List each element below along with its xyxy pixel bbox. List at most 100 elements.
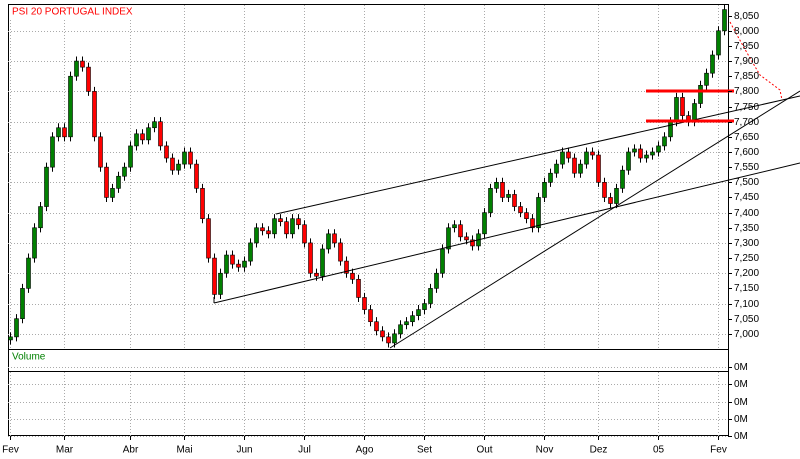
x-tick-label: Nov [536, 445, 554, 456]
y-tick-label: 7,700 [734, 117, 759, 128]
candle-body [566, 151, 571, 159]
candle-body [512, 194, 517, 207]
candle-body [290, 218, 295, 235]
candle-body [326, 233, 331, 250]
volume-label: Volume [12, 352, 46, 363]
candle-body [332, 233, 337, 244]
annotation-arrow [729, 21, 783, 101]
candle-body [452, 224, 457, 229]
y-tick-label: 7,850 [734, 71, 759, 82]
candle-body [560, 151, 565, 165]
y-tick-label: 7,350 [734, 223, 759, 234]
candle-body [50, 136, 55, 168]
candle-body [146, 127, 151, 141]
candle-body [20, 288, 25, 319]
candle-body [644, 154, 649, 159]
candle-body [626, 151, 631, 171]
candle-body [212, 257, 217, 295]
candle-body [308, 242, 313, 274]
y-tick-label: 8,050 [734, 11, 759, 22]
x-tick-label: Out [476, 445, 492, 456]
candle-body [278, 218, 283, 223]
candle-body [608, 197, 613, 204]
candle-body [674, 97, 679, 122]
candle-body [128, 145, 133, 168]
candle-body [122, 166, 127, 177]
candle-body [224, 254, 229, 274]
x-tick-label: Fev [710, 445, 727, 456]
candle-body [170, 157, 175, 171]
candle-body [470, 239, 475, 247]
candle-body [572, 157, 577, 174]
candle-body [26, 257, 31, 289]
candle-body [248, 242, 253, 262]
candle-body [362, 297, 367, 310]
candle-body [302, 224, 307, 244]
candle-body [410, 315, 415, 323]
candles [8, 5, 727, 348]
chart-title: PSI 20 PORTUGAL INDEX [12, 7, 133, 18]
y-tick-label: 7,550 [734, 162, 759, 173]
candle-body [266, 230, 271, 235]
candle-body [614, 188, 619, 204]
candle-body [62, 127, 67, 138]
trend-lines [213, 90, 800, 349]
candle-body [164, 145, 169, 159]
candle-body [380, 330, 385, 338]
candle-body [104, 166, 109, 198]
candle-body [398, 324, 403, 335]
x-tick-label: Jun [236, 445, 252, 456]
y-tick-label: 7,400 [734, 208, 759, 219]
candle-body [704, 72, 709, 86]
candle-body [530, 218, 535, 229]
candle-body [254, 227, 259, 244]
candle-body [584, 151, 589, 165]
candle-body [44, 166, 49, 207]
x-tick-label: 05 [653, 445, 665, 456]
y-tick-label: 7,500 [734, 177, 759, 188]
candle-body [86, 66, 91, 92]
y-tick-label: 8,000 [734, 26, 759, 37]
candle-body [356, 278, 361, 298]
candle-body [80, 60, 85, 68]
candle-body [110, 188, 115, 198]
candle-body [662, 136, 667, 147]
candle-body [338, 242, 343, 262]
candle-body [632, 148, 637, 153]
candle-body [416, 309, 421, 316]
y-tick-label: 7,600 [734, 147, 759, 158]
candle-body [494, 182, 499, 189]
candle-body [524, 212, 529, 219]
y-tick-label: 7,750 [734, 102, 759, 113]
x-tick-label: Dez [590, 445, 608, 456]
candle-body [638, 148, 643, 159]
y-tick-label: 7,100 [734, 299, 759, 310]
candle-body [182, 151, 187, 165]
grid [8, 5, 728, 437]
x-tick-label: Fev [2, 445, 19, 456]
candle-body [38, 206, 43, 229]
candle-body [14, 318, 19, 338]
y-tick-label: 7,900 [734, 56, 759, 67]
volume-tick-label: 0M [734, 362, 748, 373]
candle-body [32, 227, 37, 259]
candle-body [548, 172, 553, 183]
volume-tick-label: 0M [734, 379, 748, 390]
candle-body [116, 175, 121, 189]
volume-panel [8, 349, 729, 436]
volume-tick-label: 0M [734, 414, 748, 425]
y-tick-label: 7,250 [734, 253, 759, 264]
candle-body [206, 218, 211, 259]
candle-body [590, 151, 595, 156]
candle-body [488, 188, 493, 213]
candle-body [344, 260, 349, 274]
candle-body [242, 260, 247, 268]
candle-body [500, 182, 505, 198]
candle-body [698, 85, 703, 104]
candle-body [194, 163, 199, 189]
candle-body [260, 227, 265, 232]
candle-body [374, 321, 379, 332]
candle-body [542, 182, 547, 198]
candle-body [536, 197, 541, 229]
